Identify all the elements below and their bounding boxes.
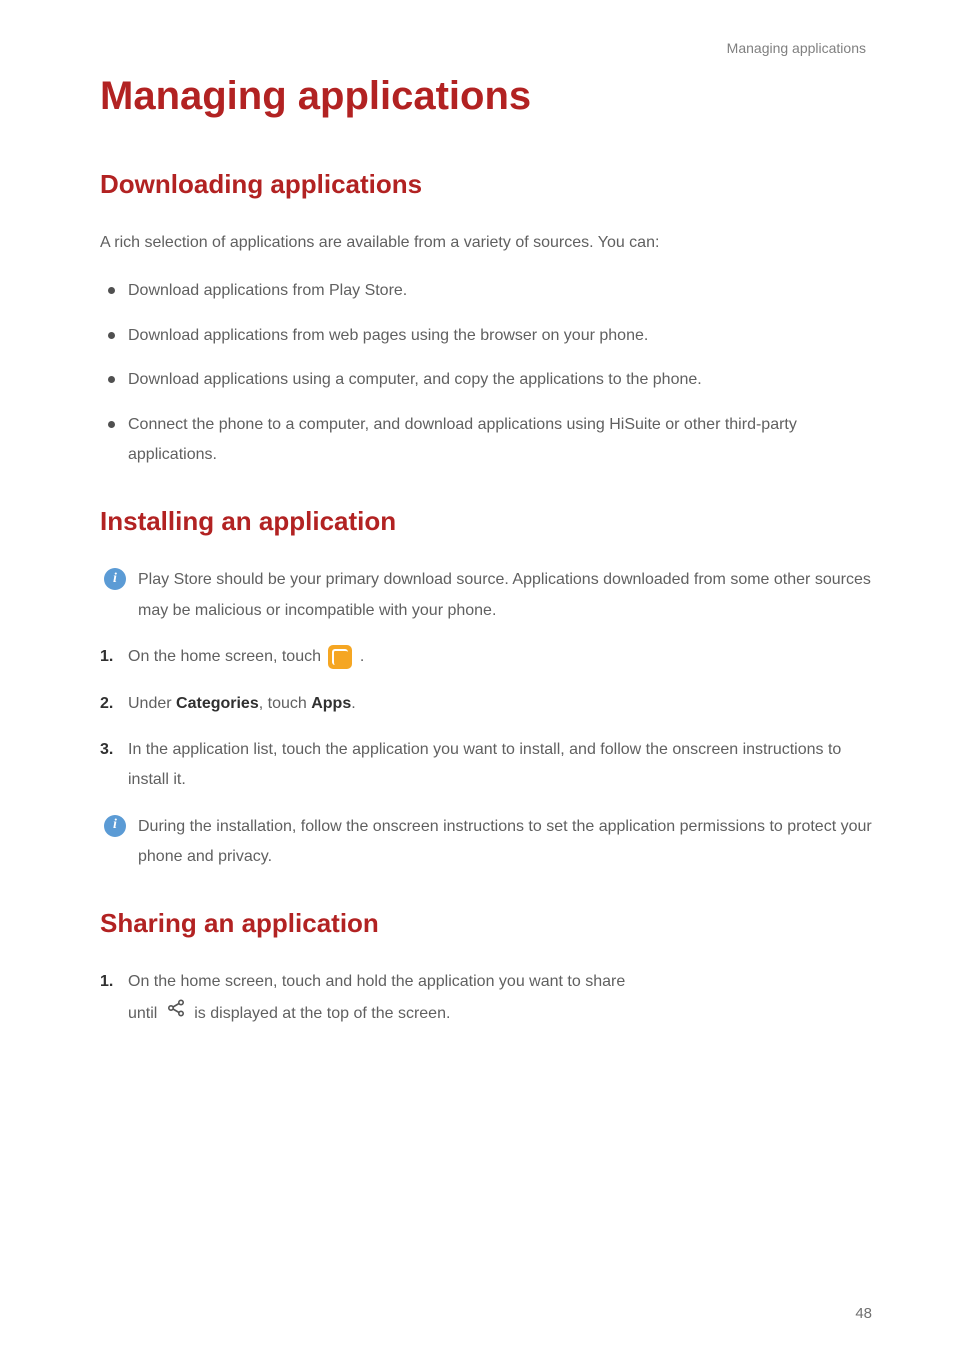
list-item: Download applications using a computer, … [106, 365, 874, 395]
info-note-1: i Play Store should be your primary down… [100, 565, 874, 626]
step-text: is displayed at the top of the screen. [194, 1005, 450, 1022]
section1-intro: A rich selection of applications are ava… [100, 228, 874, 258]
bold-label: Apps [311, 695, 351, 712]
list-item: Connect the phone to a computer, and dow… [106, 410, 874, 471]
page-number: 48 [855, 1305, 872, 1322]
step-number: 3. [100, 735, 113, 765]
page-title: Managing applications [100, 74, 874, 119]
step-item: 1. On the home screen, touch . [100, 642, 874, 672]
header-label: Managing applications [100, 40, 874, 56]
info-text: Play Store should be your primary downlo… [138, 571, 871, 618]
step-number: 1. [100, 967, 113, 997]
step-text: Under [128, 695, 176, 712]
step-text: On the home screen, touch [128, 648, 325, 665]
step-text: . [351, 695, 355, 712]
step-item: 1. On the home screen, touch and hold th… [100, 967, 874, 1029]
step-number: 1. [100, 642, 113, 672]
section1-bullet-list: Download applications from Play Store. D… [100, 276, 874, 470]
step-text: In the application list, touch the appli… [128, 741, 841, 788]
step-text: . [360, 648, 364, 665]
section-heading-sharing: Sharing an application [100, 908, 874, 939]
share-icon [166, 998, 186, 1029]
info-icon: i [104, 815, 126, 837]
step-number: 2. [100, 689, 113, 719]
step-item: 2. Under Categories, touch Apps. [100, 689, 874, 719]
files-app-icon [328, 645, 352, 669]
section-heading-downloading: Downloading applications [100, 169, 874, 200]
info-text: During the installation, follow the onsc… [138, 818, 872, 865]
step-text: until [128, 1005, 162, 1022]
info-note-2: i During the installation, follow the on… [100, 812, 874, 873]
bold-label: Categories [176, 695, 259, 712]
install-steps: 1. On the home screen, touch . 2. Under … [100, 642, 874, 796]
info-icon: i [104, 568, 126, 590]
sharing-steps: 1. On the home screen, touch and hold th… [100, 967, 874, 1029]
list-item: Download applications from web pages usi… [106, 321, 874, 351]
step-item: 3. In the application list, touch the ap… [100, 735, 874, 796]
list-item: Download applications from Play Store. [106, 276, 874, 306]
step-text: On the home screen, touch and hold the a… [128, 973, 625, 990]
section-heading-installing: Installing an application [100, 506, 874, 537]
step-text: , touch [259, 695, 311, 712]
